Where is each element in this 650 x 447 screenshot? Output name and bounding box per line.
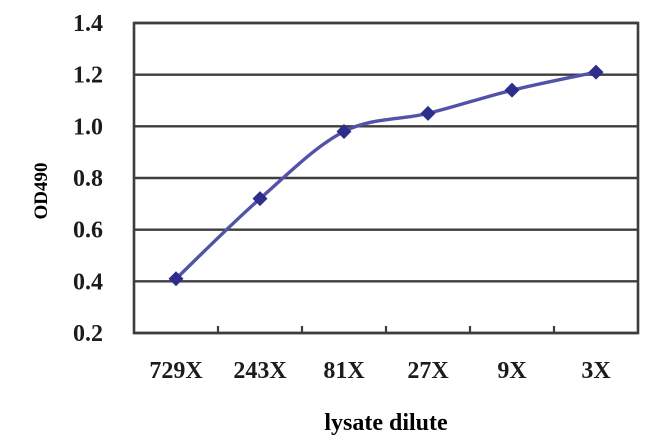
- x-axis-title: lysate dilute: [324, 410, 448, 436]
- data-point-marker: [504, 82, 520, 98]
- y-axis-tick-labels: 0.2 0.4 0.6 0.8 1.0 1.2 1.4: [73, 11, 103, 347]
- data-point-marker: [336, 124, 352, 139]
- y-tick-label: 0.6: [73, 218, 103, 244]
- x-category-label: 81X: [323, 358, 365, 384]
- data-point-marker: [252, 191, 268, 207]
- y-tick-label: 1.4: [73, 11, 103, 37]
- x-category-label: 3X: [581, 358, 611, 384]
- y-tick-label: 1.2: [73, 63, 103, 89]
- x-category-label: 243X: [233, 358, 287, 384]
- x-category-label: 729X: [149, 358, 203, 384]
- x-axis-ticks: [216, 326, 556, 333]
- y-tick-label: 1.0: [73, 114, 103, 140]
- y-tick-label: 0.4: [73, 269, 103, 295]
- data-point-marker: [168, 271, 184, 287]
- x-category-label: 9X: [497, 358, 527, 384]
- y-axis-title: OD490: [31, 163, 52, 220]
- x-axis-category-labels: 729X 243X 81X 27X 9X 3X: [149, 358, 611, 384]
- data-point-marker: [588, 64, 604, 80]
- y-tick-label: 0.8: [73, 166, 103, 192]
- data-point-marker: [420, 105, 436, 121]
- x-category-label: 27X: [407, 358, 449, 384]
- data-series: [168, 64, 604, 287]
- y-tick-label: 0.2: [73, 321, 103, 347]
